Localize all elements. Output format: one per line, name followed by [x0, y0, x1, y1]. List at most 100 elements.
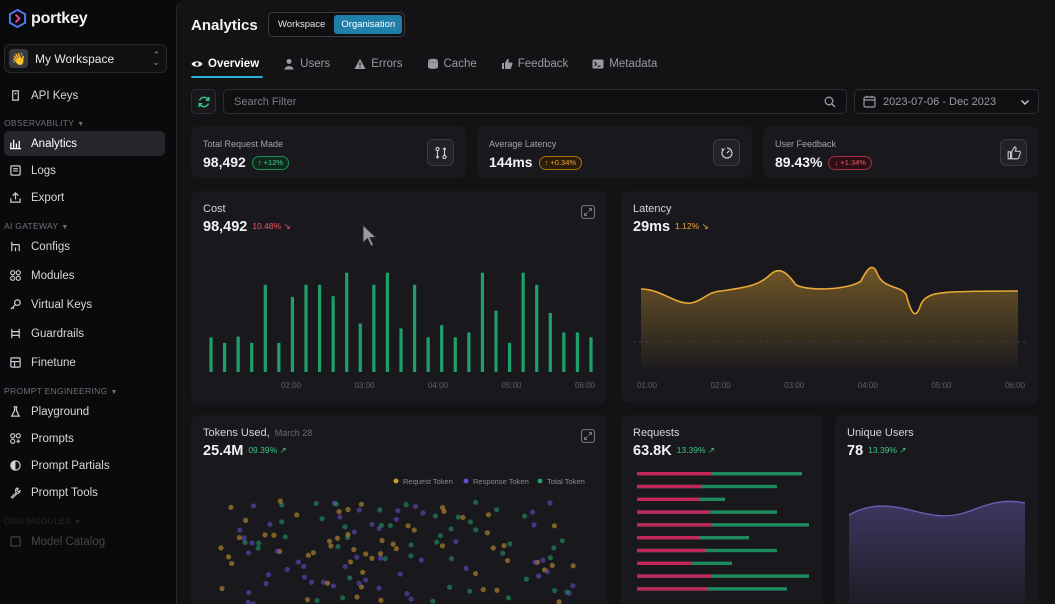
token-point — [494, 507, 500, 513]
refresh-button[interactable] — [191, 89, 216, 114]
section-label-observability[interactable]: OBSERVABILITY ▼ — [4, 118, 85, 128]
token-point — [439, 504, 446, 511]
token-point — [467, 588, 473, 594]
token-point — [547, 555, 553, 561]
token-point — [342, 524, 348, 530]
tab-feedback[interactable]: Feedback — [501, 52, 568, 76]
chart-delta: 13.39% ↗ — [868, 445, 907, 455]
token-point — [342, 563, 348, 570]
stat-delta-badge: ↓ +1.34% — [828, 155, 872, 170]
sidebar-item-virtual-keys[interactable]: Virtual Keys — [4, 292, 165, 317]
tab-overview[interactable]: Overview — [191, 52, 259, 76]
sidebar-item-prompt-tools[interactable]: Prompt Tools — [4, 480, 165, 505]
chart-title: Tokens Used, March 28 — [203, 427, 313, 439]
search-icon[interactable] — [824, 96, 836, 108]
token-point — [521, 513, 528, 519]
sidebar-item-prompt-partials[interactable]: Prompt Partials — [4, 453, 165, 478]
token-point — [411, 527, 417, 533]
refresh-icon — [197, 96, 210, 107]
sidebar-item-api-keys[interactable]: API Keys — [4, 83, 165, 108]
cost-bar — [453, 337, 457, 372]
cost-bar — [535, 284, 539, 372]
chart-value: 25.4M 09.39% ↗ — [203, 443, 287, 459]
sidebar-item-model-catalog[interactable]: Model Catalog — [4, 529, 165, 554]
token-point — [245, 550, 252, 556]
toggle-workspace[interactable]: Workspace — [278, 19, 326, 30]
token-point — [313, 500, 319, 507]
sidebar-item-modules[interactable]: Modules — [4, 263, 165, 288]
token-point — [453, 539, 459, 545]
sidebar-item-finetune[interactable]: Finetune — [4, 350, 165, 375]
legend-swatch — [393, 478, 399, 484]
token-point — [559, 538, 565, 544]
expand-icon[interactable] — [581, 429, 595, 443]
x-tick-label: 04:00 — [858, 381, 879, 390]
sidebar-item-label: API Keys — [31, 89, 79, 102]
sidebar-item-analytics[interactable]: Analytics — [4, 131, 165, 156]
sidebar-item-guardrails[interactable]: Guardrails — [4, 321, 165, 346]
token-point — [305, 552, 311, 558]
workspace-name: My Workspace — [35, 51, 115, 66]
git-compare-icon — [427, 139, 454, 166]
cost-bar — [507, 342, 512, 372]
token-point — [551, 545, 557, 551]
tab-users[interactable]: Users — [283, 52, 330, 76]
stat-value: 98,492 ↑ +12% — [203, 154, 290, 170]
request-bar-part — [637, 561, 692, 565]
x-tick-label: 06:00 — [1005, 381, 1026, 390]
chart-title: Requests — [633, 427, 680, 439]
sidebar-item-label: Finetune — [31, 356, 76, 369]
legend-swatch — [537, 478, 543, 484]
stat-label: User Feedback — [775, 139, 837, 149]
sidebar-item-prompts[interactable]: Prompts — [4, 426, 165, 451]
section-label-org-modules[interactable]: ORG MODULES ▼ — [4, 516, 82, 526]
cost-bar — [277, 342, 281, 372]
token-point — [351, 529, 358, 535]
token-point — [437, 533, 443, 539]
workspace-select[interactable]: 👋 My Workspace ⌃ ⌄ — [4, 44, 167, 73]
token-point — [334, 535, 341, 541]
flask-icon — [8, 405, 22, 419]
sidebar-item-logs[interactable]: Logs — [4, 158, 165, 183]
tab-cache[interactable]: Cache — [427, 52, 477, 76]
finetune-icon — [8, 356, 22, 370]
sidebar-item-export[interactable]: Export — [4, 185, 165, 210]
chart-delta: 10.48% ↘ — [252, 221, 291, 231]
token-point — [484, 530, 490, 536]
sidebar-item-configs[interactable]: Configs — [4, 234, 165, 259]
cost-bar — [467, 332, 471, 372]
brand-logo[interactable]: portkey — [8, 9, 88, 28]
token-point — [472, 570, 479, 577]
token-point — [530, 509, 536, 515]
terminal-icon — [592, 58, 604, 70]
stat-delta-badge: ↑ +0.34% — [538, 155, 583, 170]
token-point — [403, 502, 409, 508]
section-label-ai-gateway[interactable]: AI GATEWAY ▼ — [4, 221, 69, 231]
token-point — [358, 584, 365, 590]
token-point — [345, 531, 351, 537]
expand-icon[interactable] — [581, 205, 595, 219]
cost-bar — [290, 296, 295, 372]
export-icon — [8, 191, 22, 205]
token-point — [304, 597, 311, 603]
token-point — [219, 585, 225, 592]
token-point — [245, 599, 251, 604]
search-input[interactable] — [234, 95, 824, 108]
key-icon — [8, 89, 22, 103]
token-point — [347, 575, 353, 581]
date-range-picker[interactable]: 2023-07-06 - Dec 2023 — [854, 89, 1039, 114]
token-point — [397, 571, 403, 577]
toggle-organisation[interactable]: Organisation — [334, 15, 403, 34]
brand-name: portkey — [31, 9, 88, 27]
tab-metadata[interactable]: Metadata — [592, 52, 657, 76]
section-label-prompt-engineering[interactable]: PROMPT ENGINEERING ▼ — [4, 386, 118, 396]
request-bar-part — [637, 536, 699, 540]
catalog-icon — [8, 535, 22, 549]
thumbs-up-icon — [1000, 139, 1027, 166]
token-point — [301, 563, 307, 569]
cost-bar — [236, 336, 240, 372]
user-icon — [283, 58, 295, 70]
tab-errors[interactable]: Errors — [354, 52, 403, 76]
token-point — [404, 591, 410, 597]
sidebar-item-playground[interactable]: Playground — [4, 399, 165, 424]
